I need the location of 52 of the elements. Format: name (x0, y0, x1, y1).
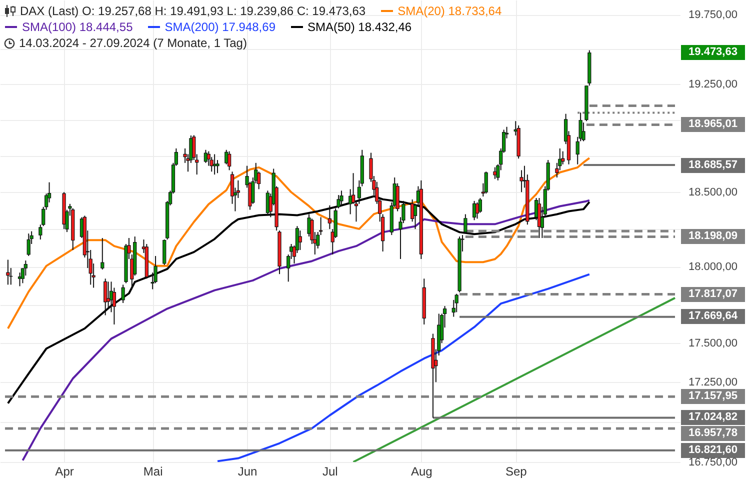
line-series (6, 157, 590, 330)
data-label: 18.965,01 (681, 117, 745, 132)
line-series (216, 273, 590, 462)
y-tick-label: 19.750,00 (688, 9, 738, 22)
candlestick (520, 170, 524, 193)
x-tick-label: Jul (322, 464, 338, 478)
line-series (6, 195, 590, 404)
candlestick (6, 259, 10, 286)
y-tick-label: 18.500,00 (688, 186, 738, 199)
candlestick (228, 150, 232, 171)
candlestick (537, 197, 542, 239)
candlestick (204, 149, 208, 164)
data-label: 17.669,64 (681, 309, 745, 324)
data-label: 18.685,57 (681, 158, 745, 172)
y-tick-label: 17.250,00 (688, 376, 738, 389)
candlestick (340, 190, 344, 206)
x-tick-label: Jun (238, 464, 258, 478)
candlestick (336, 194, 340, 209)
chart-title: DAX (Last) O: 19.257,68 H: 19.491,93 L: 19.239,86 C: 19.473,63 (20, 3, 366, 19)
data-label: 17.024,82 (681, 410, 745, 426)
legend-label: SMA(20) 18.733,64 (398, 3, 502, 19)
y-tick-label: 16.750,00 (688, 456, 738, 468)
legend-label: SMA(50) 18.432,46 (308, 19, 412, 35)
data-label: 17.157,95 (681, 389, 745, 404)
candlestick (121, 284, 125, 304)
text: 14.03.2024 - 27.09.2024 (7 Monate, 1 Tag) (19, 35, 247, 51)
y-tick-label: 18.000,00 (688, 261, 738, 274)
candlestick (26, 233, 30, 256)
candlestick (104, 278, 108, 316)
candlestick (18, 272, 22, 287)
x-tick-label: Mai (143, 464, 163, 478)
data-label: 16.821,60 (681, 442, 745, 458)
candlestick (24, 260, 28, 276)
legend-label: SMA(100) 18.444,55 (22, 19, 133, 35)
y-tick-label: 19.250,00 (688, 78, 738, 91)
y-tick-label: 17.500,00 (688, 338, 738, 350)
text: 19.473,63 (681, 45, 745, 60)
line-series (22, 199, 590, 462)
candlestick (454, 293, 458, 313)
x-tick-label: Aug (410, 464, 432, 478)
candlestick (298, 230, 302, 250)
x-tick-label: Apr (55, 464, 74, 478)
data-label: 18.198,09 (681, 229, 745, 244)
data-label: 17.817,07 (681, 286, 745, 302)
legend-label: SMA(200) 17.948,69 (164, 19, 276, 35)
candlestick (328, 204, 332, 230)
data-label: 16.957,78 (681, 426, 745, 441)
candlestick (100, 238, 104, 270)
candlestick (464, 214, 468, 234)
x-tick-label: Sep (505, 464, 528, 478)
candlestick (484, 171, 488, 194)
candlestick (106, 281, 110, 310)
